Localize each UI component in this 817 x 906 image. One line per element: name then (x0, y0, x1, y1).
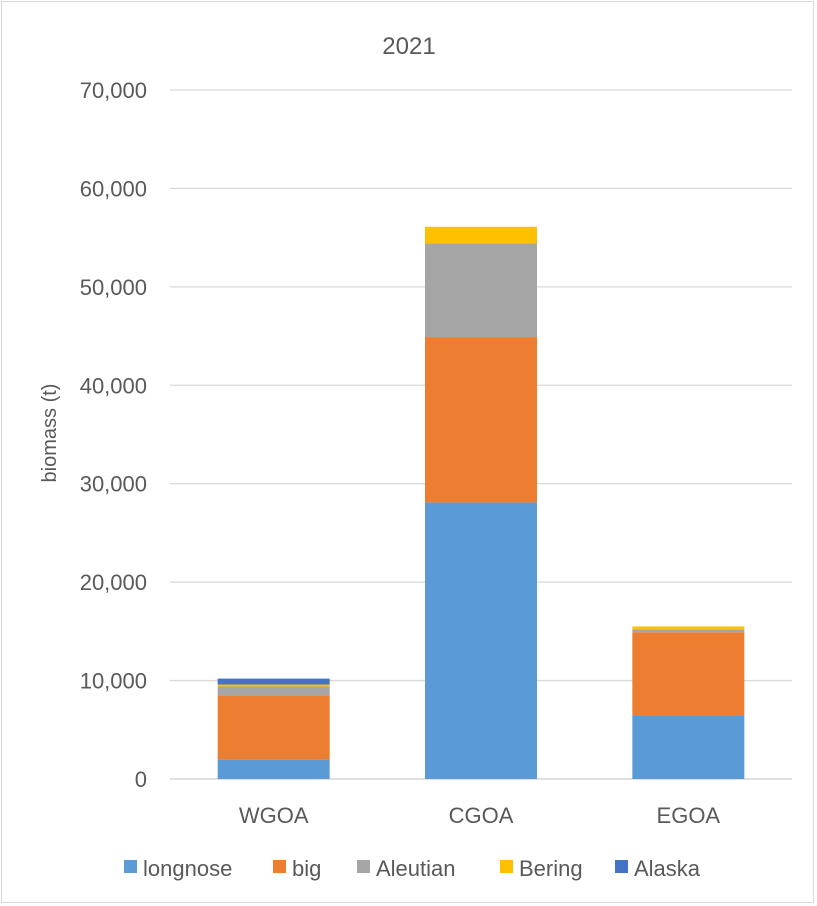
y-tick-label: 70,000 (80, 78, 147, 103)
y-tick-label: 10,000 (80, 669, 147, 694)
y-tick-label: 60,000 (80, 176, 147, 201)
y-tick-label: 0 (135, 767, 147, 792)
y-tick-label: 30,000 (80, 472, 147, 497)
bar-segment-bering-wgoa (217, 684, 330, 687)
y-axis-ticks: 0 10,000 20,000 30,000 40,000 50,000 60,000 70,… (80, 78, 147, 792)
bar-segment-bering-cgoa (425, 226, 537, 244)
bar-segment-big-wgoa (217, 695, 330, 760)
y-tick-label: 20,000 (80, 570, 147, 595)
legend: longnose big Aleutian Bering Alaska (124, 856, 701, 881)
legend-swatch (500, 860, 513, 873)
legend-label: Aleutian (376, 856, 456, 881)
bar-segment-longnose-cgoa (425, 502, 537, 779)
legend-label: Bering (519, 856, 583, 881)
legend-label: big (292, 856, 321, 881)
legend-swatch (273, 860, 286, 873)
bar-segment-longnose-egoa (632, 716, 745, 779)
x-tick-label: CGOA (449, 803, 514, 828)
bar-segment-big-cgoa (425, 337, 537, 503)
y-axis-label: biomass (t) (39, 384, 61, 483)
x-tick-label: WGOA (239, 803, 309, 828)
legend-swatch (615, 860, 628, 873)
bar-segment-big-egoa (632, 632, 745, 717)
bar-segment-longnose-wgoa (217, 759, 330, 779)
legend-swatch (357, 860, 370, 873)
x-tick-label: EGOA (657, 803, 721, 828)
bars (217, 226, 745, 779)
legend-label: Alaska (634, 856, 701, 881)
bar-segment-aleutian-cgoa (425, 243, 537, 338)
y-tick-label: 40,000 (80, 373, 147, 398)
chart-title: 2021 (382, 33, 435, 60)
bar-segment-alaska-wgoa (217, 678, 330, 685)
bar-segment-aleutian-egoa (632, 629, 745, 633)
bar-segment-bering-egoa (632, 626, 745, 630)
x-axis-ticks: WGOA CGOA EGOA (239, 803, 721, 828)
bar-segment-aleutian-wgoa (217, 686, 330, 696)
legend-label: longnose (143, 856, 232, 881)
y-tick-label: 50,000 (80, 275, 147, 300)
legend-swatch (124, 860, 137, 873)
